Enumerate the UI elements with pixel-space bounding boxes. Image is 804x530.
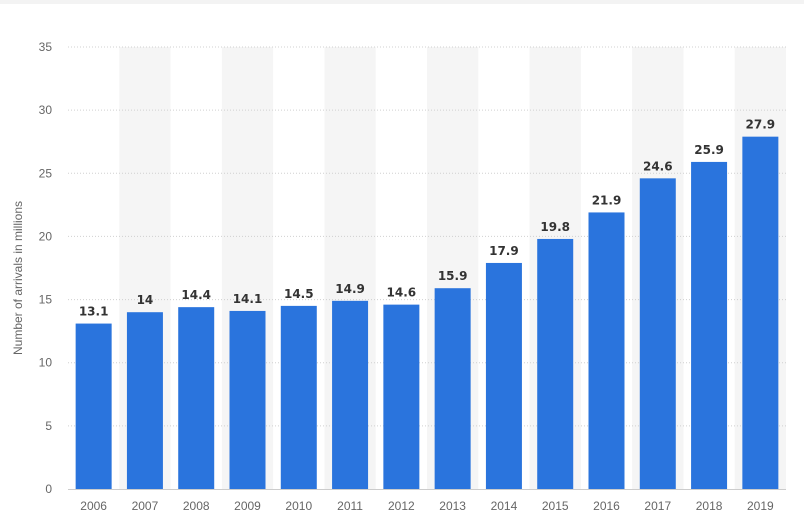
bar-2017: [639, 178, 676, 489]
bar-2016: [588, 212, 625, 490]
y-tick-label: 0: [45, 482, 52, 496]
bar-2006: [75, 323, 112, 489]
data-label: 14.6: [387, 286, 417, 300]
bar-2010: [280, 305, 317, 489]
x-tick-label: 2013: [439, 499, 466, 513]
data-label: 14.1: [233, 292, 263, 306]
data-label: 21.9: [592, 193, 622, 207]
bar-2007: [126, 312, 163, 489]
data-labels: 13.1 14 14.4 14.1 14.5 14.9 14.6 15.9 17.9 19.8 21…: [79, 118, 775, 319]
data-label: 24.6: [643, 159, 673, 173]
data-label: 14: [137, 293, 154, 307]
bar-2018: [691, 161, 728, 490]
bar-2009: [229, 310, 266, 489]
data-label: 14.9: [335, 282, 365, 296]
x-tick-label: 2019: [747, 499, 774, 513]
x-tick-label: 2015: [542, 499, 569, 513]
y-tick-label: 25: [39, 166, 53, 180]
x-tick-label: 2014: [491, 499, 518, 513]
x-axis-ticks: 2006 2007 2008 2009 2010 2011 2012 2013 2014 2015…: [80, 499, 774, 513]
x-tick-label: 2011: [337, 499, 363, 513]
y-tick-label: 5: [45, 419, 52, 433]
data-label: 14.4: [181, 288, 211, 302]
top-strip: [0, 0, 804, 4]
x-tick-label: 2010: [285, 499, 312, 513]
x-tick-label: 2007: [132, 499, 159, 513]
x-tick-label: 2008: [183, 499, 210, 513]
bar-2012: [383, 304, 420, 489]
x-tick-label: 2012: [388, 499, 415, 513]
y-tick-label: 10: [39, 356, 53, 370]
y-tick-label: 35: [39, 40, 53, 54]
bar-2014: [485, 262, 522, 489]
bar-2019: [742, 136, 779, 490]
data-label: 14.5: [284, 287, 314, 301]
x-tick-label: 2018: [696, 499, 723, 513]
y-tick-label: 30: [39, 103, 53, 117]
bar-2008: [178, 307, 215, 489]
y-axis-title: Number of arrivals in millions: [11, 201, 25, 355]
data-label: 27.9: [746, 118, 776, 132]
bar-2013: [434, 288, 471, 489]
data-label: 15.9: [438, 269, 468, 283]
data-label: 19.8: [540, 220, 570, 234]
data-label: 13.1: [79, 305, 109, 319]
bar-2015: [537, 238, 574, 489]
x-tick-label: 2006: [80, 499, 107, 513]
x-tick-label: 2016: [593, 499, 620, 513]
x-tick-label: 2009: [234, 499, 261, 513]
y-tick-label: 15: [39, 293, 53, 307]
bar-2011: [332, 300, 369, 489]
data-label: 17.9: [489, 244, 519, 258]
data-label: 25.9: [694, 143, 724, 157]
y-tick-label: 20: [39, 229, 53, 243]
bars: [75, 136, 779, 490]
x-tick-label: 2017: [644, 499, 671, 513]
y-axis-ticks: 0 5 10 15 20 25 30 35: [39, 40, 53, 496]
